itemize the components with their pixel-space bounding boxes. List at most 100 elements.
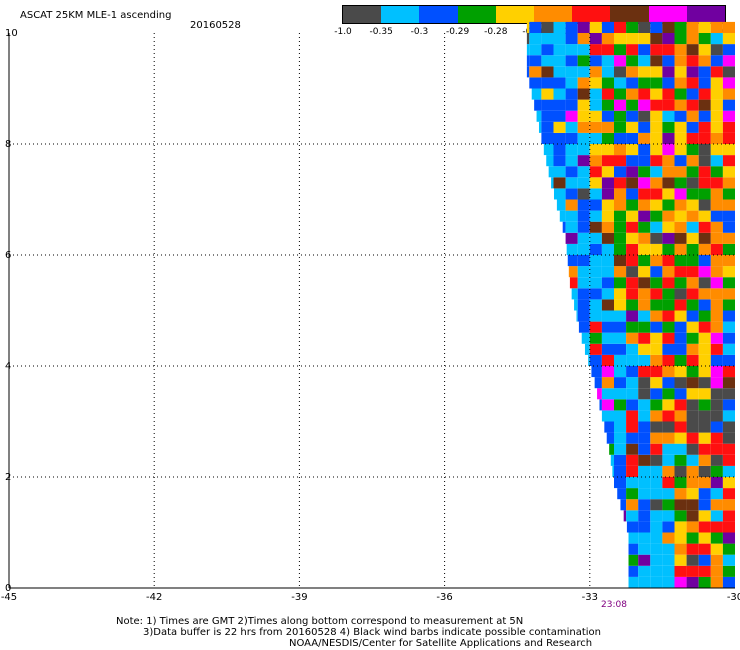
heatmap-cell [529, 66, 542, 78]
heatmap-cell [722, 454, 735, 466]
heatmap-cell [686, 166, 699, 178]
heatmap-cell [698, 443, 711, 455]
heatmap-cell [674, 243, 687, 255]
heatmap-cell [614, 77, 627, 89]
heatmap-cell [662, 410, 675, 422]
heatmap-cell [638, 277, 651, 289]
heatmap-cell [674, 554, 687, 566]
heatmap-cell [553, 88, 566, 100]
heatmap-cell [565, 110, 578, 122]
heatmap-cell [650, 377, 663, 389]
heatmap-cell [710, 210, 723, 222]
heatmap-cell [626, 221, 639, 233]
heatmap-cell [662, 144, 675, 156]
heatmap-cell [710, 377, 723, 389]
heatmap-cell [638, 210, 651, 222]
heatmap-cell [551, 177, 554, 189]
heatmap-cell [662, 399, 675, 411]
heatmap-cell [541, 121, 554, 133]
heatmap-cell [601, 366, 614, 378]
heatmap-cell [638, 576, 651, 588]
heatmap-cell [638, 421, 651, 433]
heatmap-cell [650, 144, 663, 156]
heatmap-cell [698, 388, 711, 400]
heatmap-cell [614, 166, 627, 178]
heatmap-cell [686, 55, 699, 67]
heatmap-cell [565, 144, 578, 156]
heatmap-cell [674, 576, 687, 588]
heatmap-cell [674, 177, 687, 189]
heatmap-cell [568, 266, 578, 278]
heatmap-cell [601, 410, 614, 422]
heatmap-cell [614, 388, 627, 400]
heatmap-cell [686, 44, 699, 56]
heatmap-cell [553, 55, 566, 67]
heatmap-cell [638, 299, 651, 311]
heatmap-cell [626, 177, 639, 189]
heatmap-cell [569, 277, 578, 289]
heatmap-cell [698, 277, 711, 289]
heatmap-cell [698, 532, 711, 544]
heatmap-cell [650, 565, 663, 577]
heatmap-cell [638, 110, 651, 122]
heatmap-cell [577, 188, 590, 200]
heatmap-cell [662, 543, 675, 555]
heatmap-cell [650, 110, 663, 122]
heatmap-cell [686, 132, 699, 144]
heatmap-cell [674, 532, 687, 544]
heatmap-cell [674, 21, 687, 33]
heatmap-cell [686, 177, 699, 189]
heatmap-cell [577, 277, 590, 289]
heatmap-cell [710, 343, 723, 355]
heatmap-cell [553, 99, 566, 111]
heatmap-cell [650, 155, 663, 167]
heatmap-cell [638, 432, 651, 444]
heatmap-cell [650, 288, 663, 300]
heatmap-cell [650, 266, 663, 278]
heatmap-cell [698, 354, 711, 366]
heatmap-cell [650, 221, 663, 233]
heatmap-cell [565, 132, 578, 144]
heatmap-cell [601, 166, 614, 178]
heatmap-cell [638, 121, 651, 133]
heatmap-cell [589, 144, 602, 156]
heatmap-cell [577, 266, 590, 278]
heatmap-cell [650, 354, 663, 366]
heatmap-cell [626, 44, 639, 56]
heatmap-cell [710, 177, 723, 189]
heatmap-cell [674, 321, 687, 333]
heatmap-cell [638, 33, 651, 45]
heatmap-cell [571, 288, 578, 300]
heatmap-cell [686, 465, 699, 477]
heatmap-cell [541, 88, 554, 100]
heatmap-cell [662, 288, 675, 300]
heatmap-cell [686, 332, 699, 344]
heatmap-cell [674, 521, 687, 533]
heatmap-cell [710, 232, 723, 244]
heatmap-cell [650, 332, 663, 344]
y-tick-label: 0 [5, 583, 11, 594]
heatmap-cell [650, 232, 663, 244]
heatmap-cell [628, 532, 639, 544]
heatmap-cell [698, 432, 711, 444]
heatmap-cell [614, 321, 627, 333]
heatmap-cell [650, 576, 663, 588]
heatmap-cell [710, 299, 723, 311]
heatmap-cell [614, 66, 627, 78]
heatmap-cell [565, 199, 578, 211]
heatmap-cell [662, 266, 675, 278]
heatmap-cell [614, 354, 627, 366]
heatmap-cell [722, 288, 735, 300]
heatmap-cell [674, 377, 687, 389]
heatmap-cell [650, 366, 663, 378]
note-line-2: 3)Data buffer is 22 hrs from 20160528 4)… [143, 627, 601, 638]
heatmap-cell [541, 77, 554, 89]
heatmap-cell [589, 188, 602, 200]
time-annotation: 23:08 [601, 600, 627, 610]
x-tick-label: -33 [582, 592, 598, 603]
heatmap-cell [601, 33, 614, 45]
heatmap-cell [662, 232, 675, 244]
heatmap-cell [626, 210, 639, 222]
heatmap-cell [546, 155, 554, 167]
heatmap-cell [614, 255, 627, 267]
